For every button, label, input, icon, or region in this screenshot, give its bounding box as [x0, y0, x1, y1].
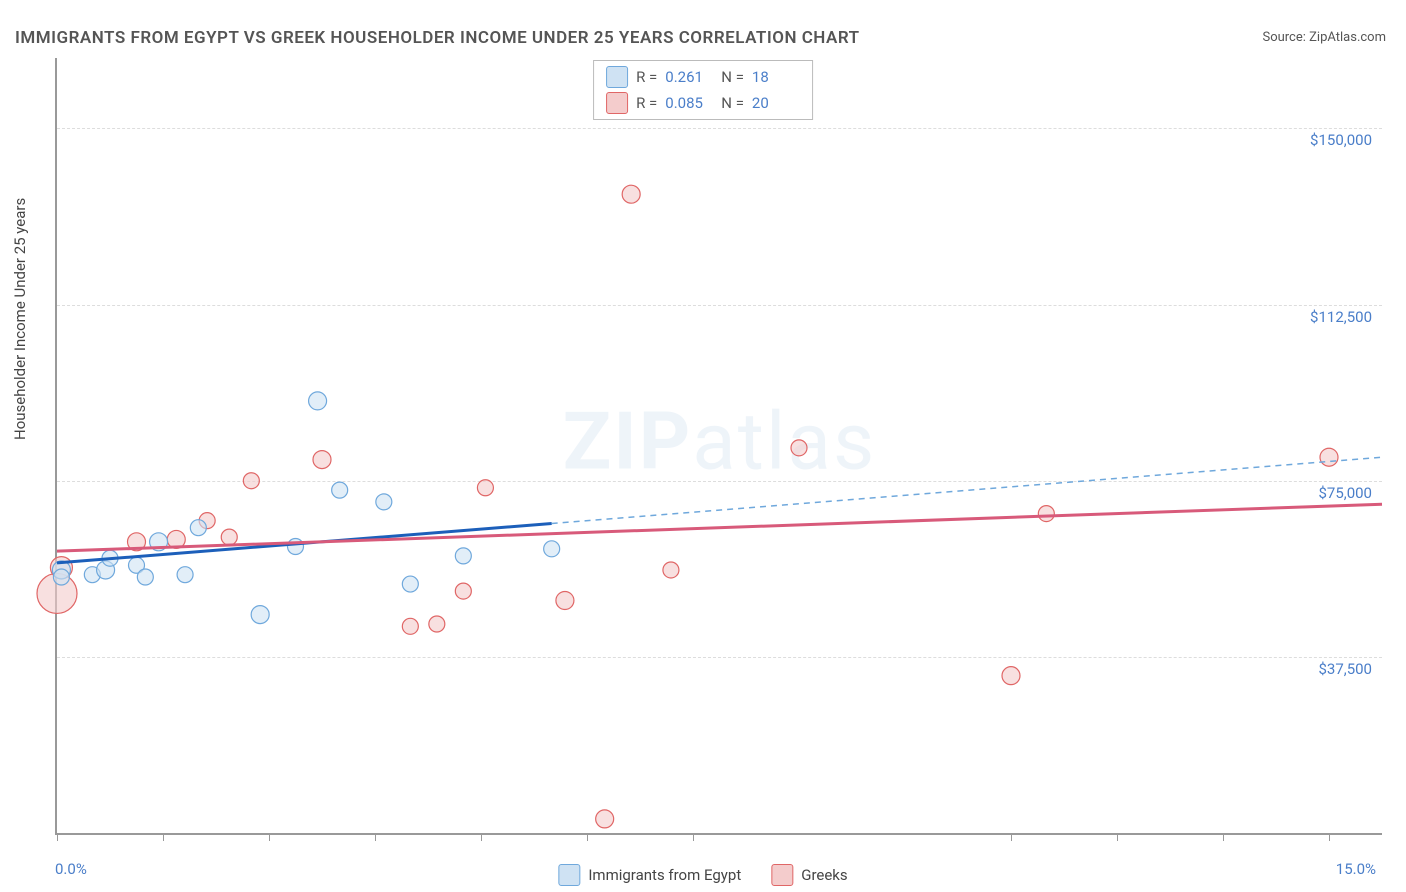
- data-point: [221, 529, 237, 545]
- legend-r-value: 0.085: [665, 94, 713, 112]
- legend-label: Greeks: [801, 866, 847, 884]
- data-point: [663, 562, 679, 578]
- data-point: [791, 440, 807, 456]
- x-tick: [1117, 833, 1118, 841]
- data-point: [544, 541, 560, 557]
- data-point: [177, 567, 193, 583]
- legend-item: Greeks: [771, 864, 847, 886]
- series-legend: Immigrants from Egypt Greeks: [558, 864, 847, 886]
- legend-swatch: [771, 864, 793, 886]
- legend-r-label: R =: [636, 68, 657, 86]
- legend-label: Immigrants from Egypt: [588, 866, 741, 884]
- data-point: [402, 576, 418, 592]
- data-point: [288, 538, 304, 554]
- data-point: [622, 185, 640, 203]
- plot-area: ZIPatlas $37,500$75,000$112,500$150,000: [55, 58, 1382, 835]
- x-tick: [1223, 833, 1224, 841]
- x-tick: [1011, 833, 1012, 841]
- chart-title: IMMIGRANTS FROM EGYPT VS GREEK HOUSEHOLD…: [15, 28, 860, 48]
- legend-swatch: [558, 864, 580, 886]
- x-tick: [693, 833, 694, 841]
- data-point: [1038, 506, 1054, 522]
- correlation-legend: R = 0.261 N = 18 R = 0.085 N = 20: [593, 60, 813, 120]
- legend-n-value: 20: [752, 94, 800, 112]
- x-tick: [163, 833, 164, 841]
- data-point: [309, 392, 327, 410]
- data-point: [1320, 448, 1338, 466]
- x-axis-min-label: 0.0%: [55, 860, 87, 878]
- regression-line-dashed: [552, 457, 1382, 523]
- data-point: [53, 569, 69, 585]
- data-point: [402, 618, 418, 634]
- data-point: [1002, 667, 1020, 685]
- chart-svg: [57, 58, 1382, 833]
- x-tick: [269, 833, 270, 841]
- legend-row: R = 0.085 N = 20: [602, 90, 804, 116]
- source-attribution: Source: ZipAtlas.com: [1262, 30, 1386, 45]
- data-point: [243, 473, 259, 489]
- legend-n-value: 18: [752, 68, 800, 86]
- legend-n-label: N =: [721, 68, 744, 86]
- x-tick: [57, 833, 58, 841]
- legend-swatch: [606, 66, 628, 88]
- x-tick: [587, 833, 588, 841]
- data-point: [455, 583, 471, 599]
- data-point: [376, 494, 392, 510]
- legend-row: R = 0.261 N = 18: [602, 64, 804, 90]
- legend-item: Immigrants from Egypt: [558, 864, 741, 886]
- x-tick: [481, 833, 482, 841]
- x-tick: [1329, 833, 1330, 841]
- legend-r-value: 0.261: [665, 68, 713, 86]
- legend-r-label: R =: [636, 94, 657, 112]
- data-point: [313, 451, 331, 469]
- data-point: [332, 482, 348, 498]
- data-point: [477, 480, 493, 496]
- data-point: [455, 548, 471, 564]
- x-axis-max-label: 15.0%: [1336, 860, 1376, 878]
- regression-line-solid: [57, 504, 1382, 551]
- data-point: [596, 810, 614, 828]
- y-axis-label: Householder Income Under 25 years: [11, 198, 29, 440]
- data-point: [556, 592, 574, 610]
- data-point: [190, 520, 206, 536]
- legend-n-label: N =: [721, 94, 744, 112]
- legend-swatch: [606, 92, 628, 114]
- x-tick: [375, 833, 376, 841]
- data-point: [137, 569, 153, 585]
- data-point: [251, 606, 269, 624]
- data-point: [429, 616, 445, 632]
